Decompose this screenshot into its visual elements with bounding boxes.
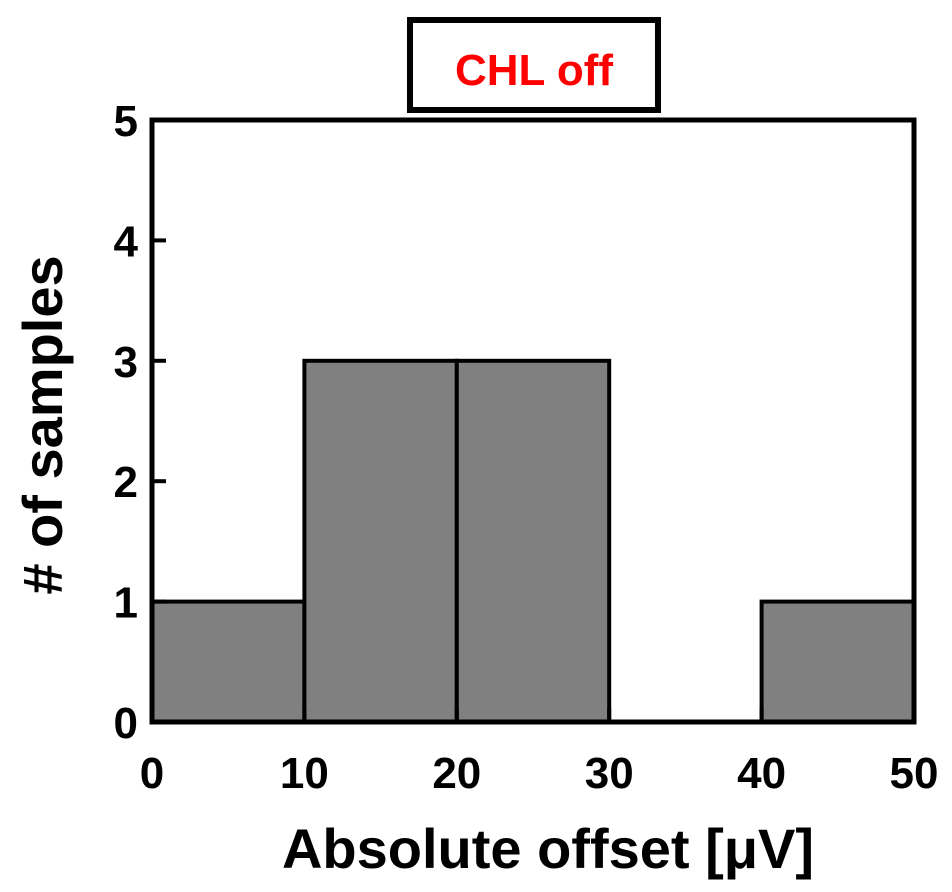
x-tick-label: 0 xyxy=(140,749,164,798)
x-tick-label: 30 xyxy=(585,749,634,798)
x-tick-label: 50 xyxy=(890,749,939,798)
histogram-bar-40-50 xyxy=(759,599,916,724)
plot-frame xyxy=(149,117,917,725)
x-axis-title: Absolute offset [μV] xyxy=(282,817,814,880)
y-axis-title: # of samples xyxy=(11,255,74,594)
y-tick-label: 4 xyxy=(114,217,139,266)
x-tick-label: 10 xyxy=(280,749,329,798)
y-tick-label: 5 xyxy=(114,97,138,146)
y-tick-label: 1 xyxy=(114,579,138,628)
chart-title: CHL off xyxy=(455,46,613,95)
bars-group xyxy=(150,358,916,724)
histogram-bar-10-20 xyxy=(302,358,459,724)
y-tick-label: 3 xyxy=(114,338,138,387)
x-tick-label: 20 xyxy=(432,749,481,798)
histogram-bar-20-30 xyxy=(454,358,612,724)
x-axis-ticks: 0 10 20 30 40 50 xyxy=(140,708,939,798)
y-axis-ticks: 0 1 2 3 4 5 xyxy=(114,97,166,748)
chart-title-box: CHL off xyxy=(407,17,661,113)
y-tick-label: 0 xyxy=(114,699,138,748)
x-tick-label: 40 xyxy=(737,749,786,798)
histogram-bar-0-10 xyxy=(150,599,307,724)
y-tick-label: 2 xyxy=(114,458,138,507)
